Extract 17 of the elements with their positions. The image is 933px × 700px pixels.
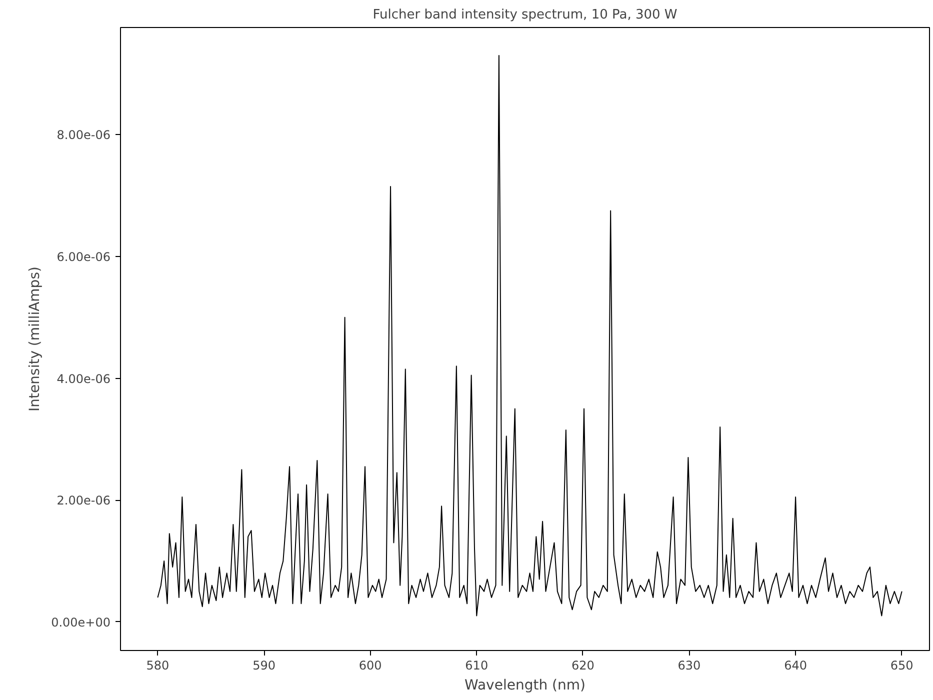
x-tick-label: 630 — [678, 658, 701, 672]
y-tick-label: 0.00e+00 — [51, 615, 111, 630]
x-tick-label: 620 — [571, 658, 594, 672]
x-tick-label: 610 — [465, 658, 488, 672]
x-tick-label: 650 — [890, 658, 914, 672]
x-axis-title: Wavelength (nm) — [464, 678, 586, 694]
y-tick-label: 6.00e-06 — [56, 250, 110, 264]
x-tick-label: 580 — [146, 658, 170, 672]
y-axis-title: Intensity (milliAmps) — [27, 266, 44, 412]
y-tick-label: 8.00e-06 — [56, 128, 110, 142]
x-tick-label: 600 — [358, 658, 382, 672]
line-series — [157, 55, 902, 616]
x-tick-label: 640 — [784, 658, 808, 672]
y-tick-label: 2.00e-06 — [56, 494, 110, 508]
x-tick-label: 590 — [252, 658, 276, 672]
chart-title: Fulcher band intensity spectrum, 10 Pa, 300 W — [372, 8, 678, 22]
y-tick-label: 4.00e-06 — [56, 372, 110, 386]
